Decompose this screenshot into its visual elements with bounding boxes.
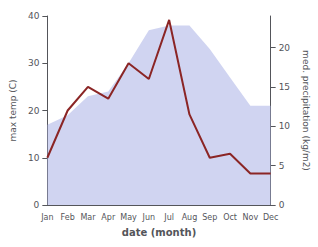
- svg-text:max temp (C): max temp (C): [8, 79, 18, 141]
- svg-text:30: 30: [28, 58, 40, 68]
- svg-text:Jan: Jan: [40, 213, 53, 222]
- svg-text:20: 20: [279, 43, 291, 53]
- svg-text:Dec: Dec: [263, 213, 278, 222]
- svg-text:med. precipitation (kg/m2): med. precipitation (kg/m2): [301, 50, 311, 171]
- svg-text:20: 20: [28, 106, 40, 116]
- svg-text:Mar: Mar: [80, 213, 96, 222]
- svg-text:Jun: Jun: [142, 213, 156, 222]
- svg-text:Apr: Apr: [101, 213, 116, 222]
- svg-text:10: 10: [28, 153, 40, 163]
- svg-text:May: May: [120, 213, 137, 222]
- svg-text:15: 15: [279, 82, 290, 92]
- svg-text:Sep: Sep: [202, 213, 217, 222]
- svg-text:10: 10: [279, 121, 291, 131]
- svg-text:Nov: Nov: [243, 213, 259, 222]
- svg-text:Feb: Feb: [61, 213, 75, 222]
- svg-text:5: 5: [279, 161, 285, 171]
- svg-text:Jul: Jul: [163, 213, 174, 222]
- svg-text:40: 40: [28, 11, 40, 21]
- svg-text:0: 0: [279, 200, 285, 210]
- svg-text:Oct: Oct: [223, 213, 237, 222]
- svg-text:0: 0: [34, 200, 40, 210]
- svg-text:date (month): date (month): [122, 227, 196, 238]
- svg-text:Aug: Aug: [182, 213, 198, 222]
